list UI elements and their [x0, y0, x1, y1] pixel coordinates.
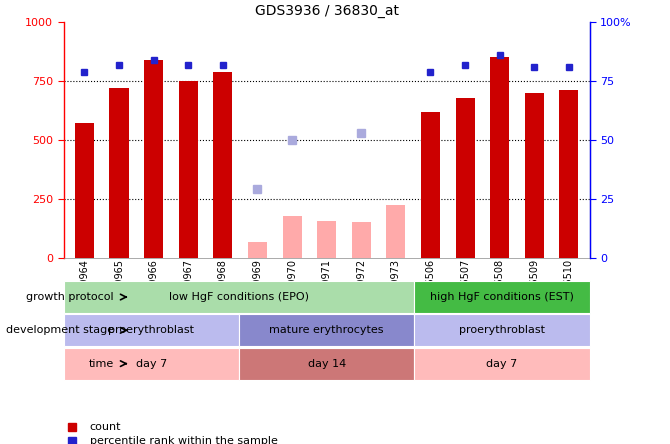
Bar	[387, 205, 405, 258]
Bar	[75, 123, 94, 258]
Text: proerythroblast: proerythroblast	[109, 325, 194, 335]
Bar	[64, 281, 414, 313]
Text: low HgF conditions (EPO): low HgF conditions (EPO)	[169, 292, 309, 302]
Bar	[490, 58, 509, 258]
Text: percentile rank within the sample: percentile rank within the sample	[90, 436, 277, 444]
Text: proerythroblast: proerythroblast	[459, 325, 545, 335]
Text: day 14: day 14	[308, 359, 346, 369]
Bar	[213, 71, 232, 258]
Text: development stage: development stage	[6, 325, 114, 335]
Bar	[239, 314, 414, 346]
Bar	[109, 88, 129, 258]
Title: GDS3936 / 36830_at: GDS3936 / 36830_at	[255, 4, 399, 18]
Bar	[179, 81, 198, 258]
Bar	[64, 314, 239, 346]
Text: day 7: day 7	[136, 359, 167, 369]
Bar	[525, 93, 544, 258]
Bar	[414, 281, 590, 313]
Bar	[239, 348, 414, 380]
Bar	[559, 91, 578, 258]
Bar	[414, 314, 590, 346]
Bar	[421, 111, 440, 258]
Text: count: count	[90, 422, 121, 432]
Text: time: time	[88, 359, 114, 369]
Bar	[283, 216, 302, 258]
Text: high HgF conditions (EST): high HgF conditions (EST)	[430, 292, 574, 302]
Bar	[456, 98, 474, 258]
Text: growth protocol: growth protocol	[26, 292, 114, 302]
Bar	[248, 242, 267, 258]
Bar	[352, 222, 371, 258]
Bar	[64, 348, 239, 380]
Bar	[144, 60, 163, 258]
Text: day 7: day 7	[486, 359, 517, 369]
Bar	[414, 348, 590, 380]
Bar	[317, 221, 336, 258]
Text: mature erythrocytes: mature erythrocytes	[269, 325, 384, 335]
